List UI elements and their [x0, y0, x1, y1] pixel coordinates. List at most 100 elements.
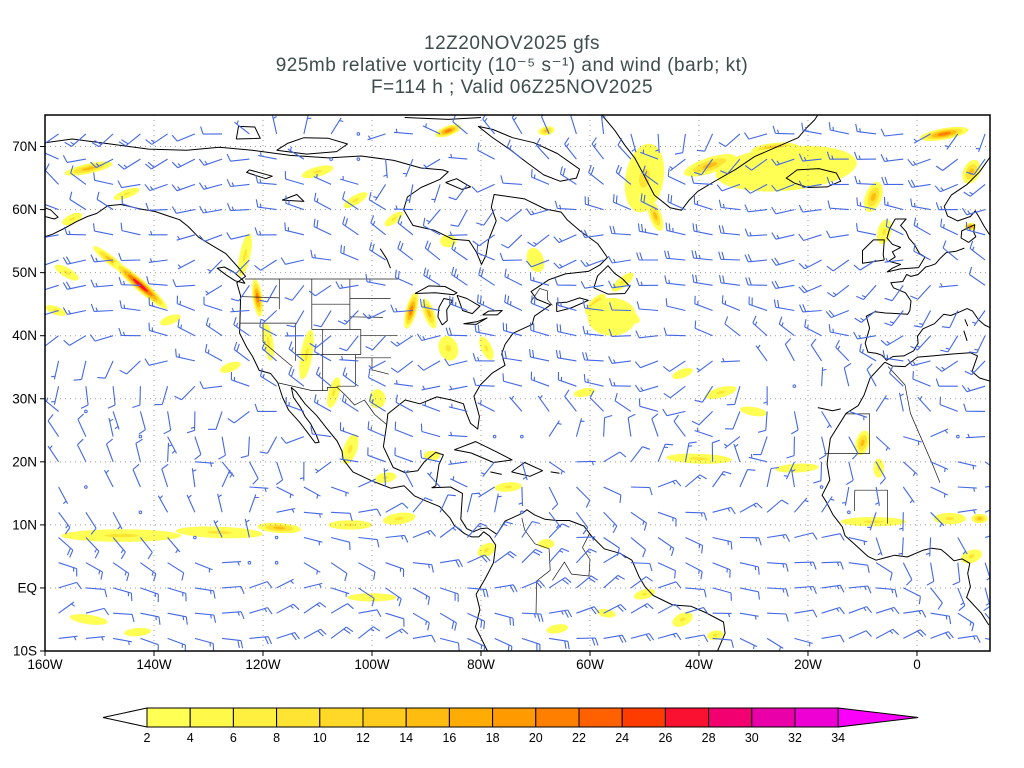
- wind-barb: [521, 548, 543, 564]
- wind-barb: [752, 315, 768, 337]
- wind-barb: [603, 604, 627, 614]
- wind-barb: [903, 436, 922, 446]
- wind-barb: [69, 191, 87, 211]
- wind-barb: [112, 411, 120, 430]
- coastline-path: [817, 407, 841, 412]
- colorbar-segment: [189, 707, 234, 728]
- vorticity-region: [775, 463, 819, 473]
- border-path: [371, 357, 389, 375]
- wind-barb: [385, 628, 409, 639]
- title-field: 925mb relative vorticity (10⁻⁵ s⁻¹) and …: [275, 55, 749, 76]
- wind-barb: [748, 296, 768, 312]
- coastline-path: [482, 310, 503, 316]
- wind-barb: [657, 479, 682, 488]
- coastline-path: [445, 178, 472, 190]
- wind-barb: [73, 360, 87, 381]
- wind-barb: [303, 628, 327, 639]
- wind-barb: [303, 536, 323, 546]
- wind-barb: [84, 485, 88, 489]
- wind-barb: [957, 486, 977, 492]
- coastline-path: [862, 239, 885, 264]
- wind-barb: [771, 183, 795, 192]
- wind-barb: [314, 343, 332, 362]
- wind-barb: [337, 310, 359, 325]
- wind-barb: [821, 606, 845, 615]
- vorticity-region: [873, 458, 885, 478]
- wind-barb: [821, 496, 835, 513]
- wind-barb: [718, 274, 740, 286]
- wind-barb: [92, 223, 114, 236]
- vorticity-region: [624, 143, 665, 213]
- lon-axis-label: 160W: [27, 657, 63, 672]
- wind-barb: [804, 319, 822, 337]
- wind-barb: [303, 582, 323, 589]
- wind-barb: [205, 317, 223, 337]
- vorticity-region: [384, 211, 404, 227]
- wind-barb: [342, 216, 359, 236]
- wind-barb: [603, 537, 620, 556]
- wind-barb: [739, 469, 756, 488]
- wind-barb: [855, 123, 877, 135]
- wind-barb: [615, 164, 632, 185]
- wind-barb: [171, 206, 196, 214]
- wind-barb: [502, 373, 523, 387]
- colorbar-label: 6: [230, 731, 237, 745]
- wind-barb: [925, 537, 932, 557]
- wind-barb: [952, 562, 961, 586]
- wind-barb: [934, 183, 959, 193]
- wind-barb: [972, 310, 986, 327]
- wind-barb: [718, 251, 740, 261]
- wind-barb: [853, 331, 877, 340]
- wind-barb: [766, 466, 779, 488]
- wind-barb: [630, 576, 653, 589]
- wind-barb: [45, 309, 59, 316]
- wind-barb: [798, 153, 822, 162]
- vorticity-region: [159, 314, 181, 326]
- wind-barb: [171, 158, 196, 169]
- wind-barb: [284, 171, 305, 185]
- wind-barb: [194, 461, 214, 467]
- wind-barb: [883, 196, 904, 211]
- wind-barb: [112, 562, 130, 582]
- wind-barb: [794, 637, 813, 647]
- lat-axis-label: 20N: [12, 454, 37, 469]
- wind-barb: [902, 562, 913, 586]
- wind-barb: [875, 395, 889, 412]
- vorticity-region: [596, 608, 616, 618]
- wind-barb: [848, 536, 868, 546]
- wind-barb: [247, 560, 252, 565]
- wind-barb: [657, 537, 675, 557]
- wind-barb: [449, 295, 468, 312]
- wind-barb: [342, 191, 359, 211]
- wind-barb: [984, 535, 990, 539]
- wind-barb: [884, 257, 904, 263]
- wind-barb: [439, 587, 459, 602]
- wind-barb: [576, 460, 596, 466]
- wind-barb: [412, 529, 437, 539]
- wind-barb: [492, 434, 497, 439]
- coastline-path: [490, 471, 502, 475]
- wind-barb: [226, 179, 250, 188]
- coastline-path: [463, 317, 488, 325]
- wind-barb: [772, 125, 795, 135]
- vorticity-fill-layer: [45, 124, 988, 641]
- wind-barb: [657, 511, 677, 527]
- wind-barb: [45, 234, 59, 238]
- wind-barb: [875, 537, 883, 556]
- colorbar: 2 4 6 8 10 12 14 16 18 20 22 24 26 28 30 32 34: [102, 707, 919, 745]
- wind-barb: [712, 637, 734, 648]
- wind-barb: [385, 587, 402, 607]
- wind-barb: [771, 257, 795, 266]
- wind-barb: [794, 585, 817, 595]
- wind-barb: [287, 146, 305, 160]
- wind-barb: [85, 587, 108, 598]
- wind-barb: [744, 204, 768, 213]
- wind-barb: [712, 562, 731, 578]
- vorticity-region: [962, 159, 981, 184]
- coastline-path: [511, 462, 544, 477]
- wind-barb: [308, 284, 332, 297]
- wind-barb: [662, 408, 686, 417]
- wind-barb: [249, 607, 273, 615]
- wind-barb: [90, 254, 114, 263]
- wind-barb: [964, 360, 986, 376]
